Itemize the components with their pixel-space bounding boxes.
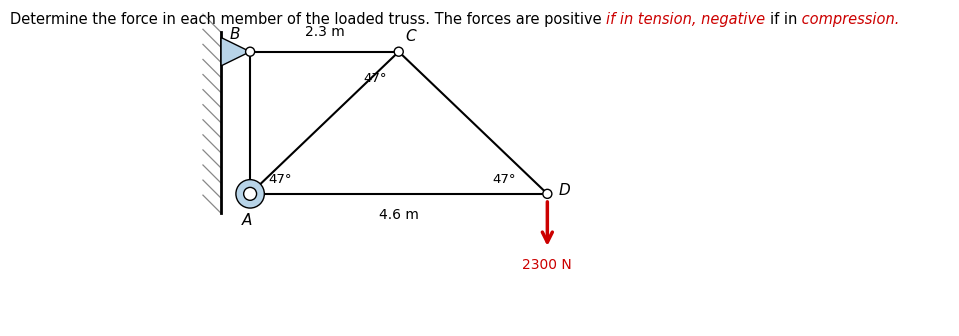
Circle shape — [543, 189, 551, 198]
Text: 2300 N: 2300 N — [523, 258, 573, 272]
Circle shape — [236, 180, 265, 208]
Text: A: A — [242, 213, 252, 228]
Text: 47°: 47° — [363, 72, 386, 85]
Text: if in: if in — [769, 12, 797, 27]
Text: compression.: compression. — [797, 12, 900, 27]
Text: 2.3 m: 2.3 m — [305, 25, 344, 39]
Circle shape — [394, 47, 403, 56]
Text: 4.6 m: 4.6 m — [379, 208, 419, 222]
Text: C: C — [406, 29, 416, 44]
Circle shape — [244, 187, 257, 200]
Text: 47°: 47° — [492, 173, 516, 186]
Text: D: D — [559, 183, 571, 198]
Text: 47°: 47° — [269, 173, 292, 186]
Circle shape — [246, 47, 255, 56]
Polygon shape — [221, 38, 250, 66]
Text: if in tension, negative: if in tension, negative — [606, 12, 769, 27]
Text: Determine the force in each member of the loaded truss. The forces are positive: Determine the force in each member of th… — [10, 12, 606, 27]
Text: B: B — [230, 27, 241, 42]
